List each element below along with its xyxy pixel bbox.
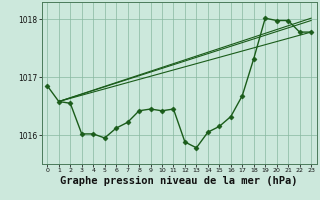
X-axis label: Graphe pression niveau de la mer (hPa): Graphe pression niveau de la mer (hPa): [60, 176, 298, 186]
